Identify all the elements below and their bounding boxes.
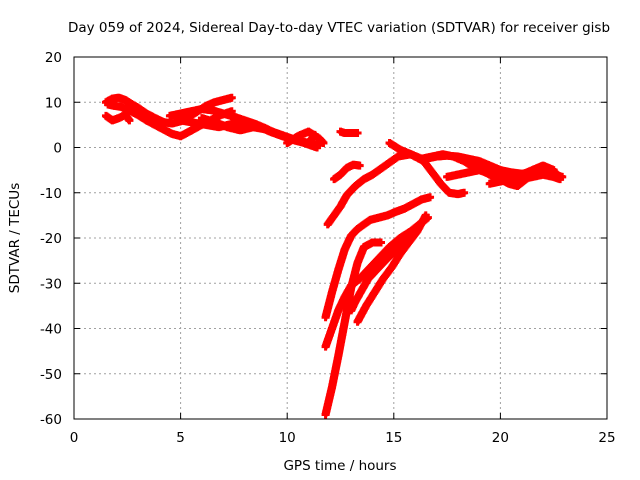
series-sat-t <box>485 161 558 188</box>
series-sat-j <box>323 150 469 229</box>
series-sat-k <box>321 193 435 322</box>
x-tick-label: 0 <box>70 430 79 446</box>
y-tick-label: -20 <box>40 231 62 247</box>
data-point <box>319 138 328 147</box>
y-tick-label: -60 <box>40 412 62 428</box>
y-tick-label: -10 <box>40 186 62 202</box>
x-axis-label: GPS time / hours <box>283 458 396 474</box>
data-point <box>549 166 558 175</box>
y-tick-label: -50 <box>40 367 62 383</box>
data-points <box>101 93 567 419</box>
x-tick-label: 20 <box>492 430 509 446</box>
y-tick-label: -40 <box>40 322 62 338</box>
series-sat-g <box>283 127 328 147</box>
data-point <box>227 107 236 116</box>
data-point <box>315 141 324 150</box>
x-tick-label: 25 <box>598 430 615 446</box>
data-point <box>556 172 565 181</box>
data-point <box>460 188 469 197</box>
data-point <box>313 143 322 152</box>
data-point <box>426 193 435 202</box>
series-sat-n <box>347 213 432 315</box>
series-sat-c <box>101 110 134 125</box>
plot-frame <box>73 56 608 420</box>
chart-title: Day 059 of 2024, Sidereal Day-to-day VTE… <box>68 20 610 36</box>
data-point <box>227 93 236 102</box>
data-point <box>353 129 362 138</box>
x-tick-label: 15 <box>385 430 402 446</box>
y-tick-label: -30 <box>40 276 62 292</box>
series-sat-h <box>336 127 362 138</box>
series-sat-i <box>330 160 364 184</box>
data-point <box>421 211 430 220</box>
y-tick-label: 20 <box>45 50 62 66</box>
data-point <box>355 161 364 170</box>
y-tick-label: 10 <box>45 95 62 111</box>
data-point <box>377 238 386 247</box>
series-sat-m <box>321 238 386 419</box>
y-axis-label: SDTVAR / TECUs <box>7 183 23 293</box>
y-tick-label: 0 <box>53 141 62 157</box>
series-sat-o <box>353 211 430 326</box>
x-tick-label: 10 <box>279 430 296 446</box>
x-tick-label: 5 <box>176 430 185 446</box>
data-point <box>125 116 134 125</box>
